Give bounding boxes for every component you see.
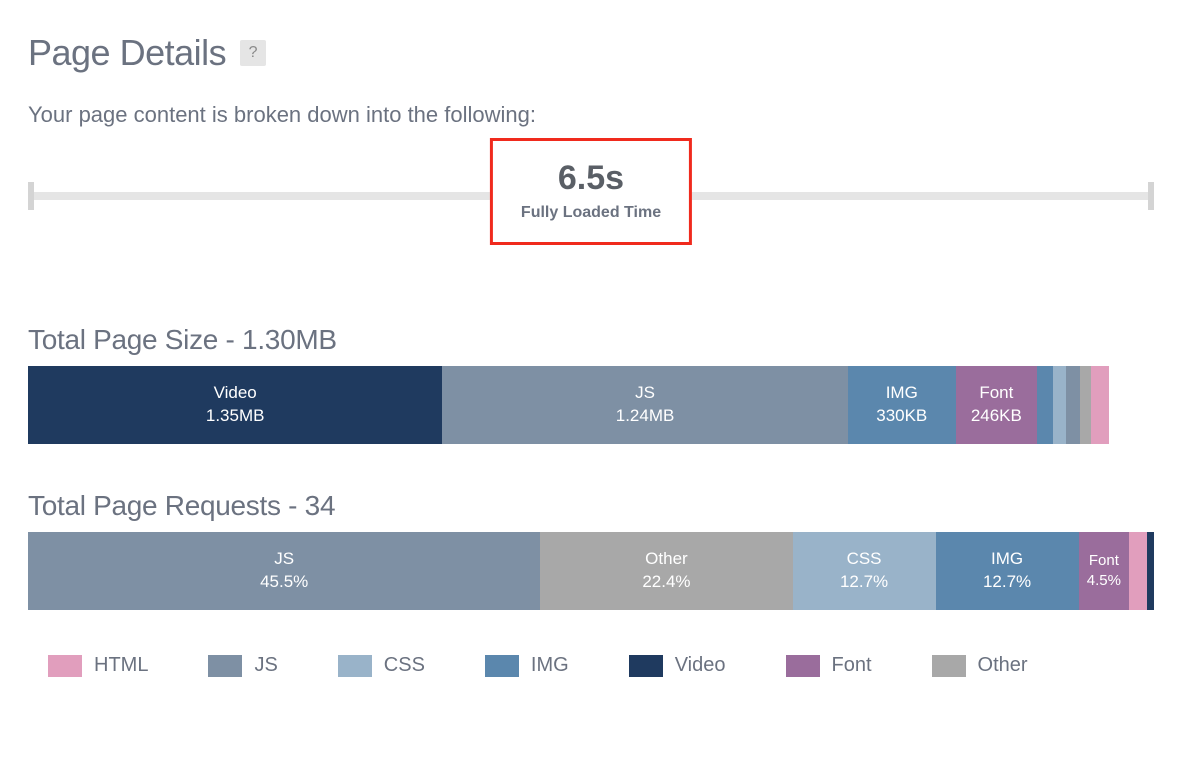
help-icon[interactable]: ?: [240, 40, 266, 66]
page-title: Page Details: [28, 32, 226, 74]
subtitle: Your page content is broken down into th…: [28, 102, 1154, 128]
bar-segment-js[interactable]: JS45.5%: [28, 532, 540, 610]
size-section-title: Total Page Size - 1.30MB: [28, 324, 1154, 356]
legend-swatch: [338, 655, 372, 677]
legend-label: HTML: [94, 654, 148, 677]
legend-label: Video: [675, 654, 726, 677]
legend-swatch: [485, 655, 519, 677]
legend: HTML JS CSS IMG Video Font Other: [28, 654, 1154, 677]
bar-segment-html[interactable]: [1091, 366, 1109, 444]
bar-segment-img[interactable]: IMG330KB: [848, 366, 956, 444]
bar-segment-img[interactable]: IMG12.7%: [936, 532, 1079, 610]
metric-value: 6.5s: [521, 159, 661, 198]
legend-swatch: [786, 655, 820, 677]
segment-label: IMG: [991, 548, 1023, 571]
legend-swatch: [208, 655, 242, 677]
segment-value: 12.7%: [840, 571, 888, 594]
legend-label: JS: [254, 654, 277, 677]
timeline: 6.5s Fully Loaded Time: [28, 164, 1154, 294]
legend-item-other[interactable]: Other: [932, 654, 1028, 677]
requests-bar-chart: JS45.5%Other22.4%CSS12.7%IMG12.7%Font4.5…: [28, 532, 1154, 610]
bar-segment-other[interactable]: [1080, 366, 1091, 444]
metric-label: Fully Loaded Time: [521, 204, 661, 222]
segment-label: Font: [979, 382, 1013, 405]
legend-item-css[interactable]: CSS: [338, 654, 425, 677]
legend-label: Font: [832, 654, 872, 677]
bar-segment-js[interactable]: [1066, 366, 1080, 444]
segment-value: 330KB: [876, 405, 927, 428]
legend-swatch: [48, 655, 82, 677]
legend-item-video[interactable]: Video: [629, 654, 726, 677]
bar-segment-font[interactable]: Font246KB: [956, 366, 1037, 444]
legend-swatch: [629, 655, 663, 677]
timeline-cap-left: [28, 182, 34, 210]
bar-segment-html[interactable]: [1129, 532, 1147, 610]
bar-segment-font[interactable]: Font4.5%: [1079, 532, 1130, 610]
bar-segment-css[interactable]: [1053, 366, 1067, 444]
segment-label: IMG: [886, 382, 918, 405]
legend-item-html[interactable]: HTML: [48, 654, 148, 677]
bar-segment-js[interactable]: JS1.24MB: [442, 366, 847, 444]
legend-label: Other: [978, 654, 1028, 677]
segment-label: Font: [1089, 551, 1119, 571]
bar-segment-video[interactable]: Video1.35MB: [28, 366, 442, 444]
legend-item-img[interactable]: IMG: [485, 654, 569, 677]
segment-label: Other: [645, 548, 688, 571]
bar-segment-img[interactable]: [1037, 366, 1053, 444]
fully-loaded-metric: 6.5s Fully Loaded Time: [490, 138, 692, 245]
segment-value: 45.5%: [260, 571, 308, 594]
segment-label: CSS: [847, 548, 882, 571]
segment-value: 4.5%: [1087, 571, 1121, 591]
size-bar-chart: Video1.35MBJS1.24MBIMG330KBFont246KB: [28, 366, 1154, 444]
timeline-cap-right: [1148, 182, 1154, 210]
segment-value: 1.24MB: [616, 405, 675, 428]
requests-section-title: Total Page Requests - 34: [28, 490, 1154, 522]
segment-value: 1.35MB: [206, 405, 265, 428]
segment-label: JS: [274, 548, 294, 571]
segment-value: 12.7%: [983, 571, 1031, 594]
segment-value: 246KB: [971, 405, 1022, 428]
legend-label: CSS: [384, 654, 425, 677]
legend-item-js[interactable]: JS: [208, 654, 277, 677]
segment-label: JS: [635, 382, 655, 405]
legend-item-font[interactable]: Font: [786, 654, 872, 677]
legend-label: IMG: [531, 654, 569, 677]
legend-swatch: [932, 655, 966, 677]
bar-segment-css[interactable]: CSS12.7%: [793, 532, 936, 610]
bar-segment-video[interactable]: [1147, 532, 1154, 610]
segment-value: 22.4%: [642, 571, 690, 594]
segment-label: Video: [214, 382, 257, 405]
bar-segment-other[interactable]: Other22.4%: [540, 532, 792, 610]
